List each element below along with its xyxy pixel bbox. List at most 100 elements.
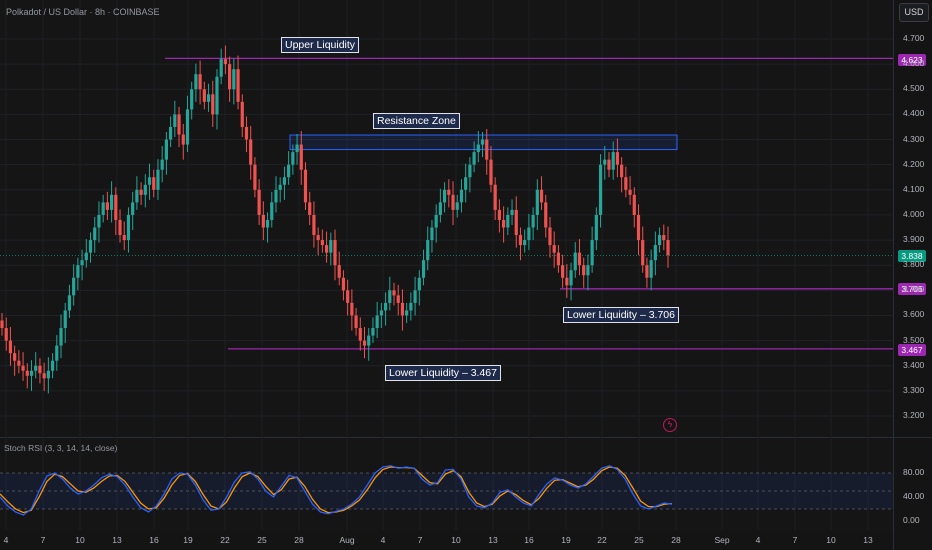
candle-body xyxy=(131,202,135,215)
candle-body xyxy=(371,328,375,336)
candle-body xyxy=(169,126,173,140)
date-tick: 16 xyxy=(149,535,159,545)
candle-body xyxy=(413,290,417,303)
candle-body xyxy=(34,365,38,371)
candle-body xyxy=(63,310,67,329)
candle-body xyxy=(502,219,506,228)
date-tick: 10 xyxy=(75,535,85,545)
lower-liquidity-1-label: Lower Liquidity – 3.706 xyxy=(563,307,679,323)
price-pane xyxy=(0,0,893,437)
date-tick: 19 xyxy=(561,535,571,545)
candle-body xyxy=(211,94,215,115)
date-tick: 4 xyxy=(3,535,9,545)
candle-body xyxy=(400,302,405,316)
rsi-tick: 40.00 xyxy=(903,491,925,501)
candle-body xyxy=(565,277,569,286)
candle-body xyxy=(67,295,72,311)
candle-body xyxy=(577,252,582,266)
candle-body xyxy=(438,202,442,215)
candle-body xyxy=(72,277,76,296)
candle-body xyxy=(84,252,88,261)
candle-body xyxy=(388,290,392,303)
date-tick: 7 xyxy=(792,535,798,545)
flash-icon[interactable]: ϟ xyxy=(663,418,677,432)
candle-body xyxy=(518,235,523,246)
candle-body xyxy=(341,277,346,291)
resistance-zone-label: Resistance Zone xyxy=(373,113,460,129)
candle-body xyxy=(118,219,122,236)
candle-body xyxy=(493,184,497,210)
candle-body xyxy=(485,139,489,160)
candle-body xyxy=(194,74,198,90)
candle-body xyxy=(173,114,177,127)
candle-body xyxy=(190,89,194,110)
date-tick: 7 xyxy=(417,535,423,545)
candle-body xyxy=(405,310,409,316)
candle-body xyxy=(122,235,126,241)
date-tick: 10 xyxy=(826,535,836,545)
candle-body xyxy=(261,214,265,228)
candle-body xyxy=(320,240,324,246)
candle-body xyxy=(383,302,388,311)
candle-body xyxy=(527,227,531,241)
candle-body xyxy=(282,177,287,185)
date-tick: 4 xyxy=(755,535,761,545)
candle-body xyxy=(598,164,603,215)
candle-body xyxy=(240,101,244,127)
date-tick: 25 xyxy=(257,535,267,545)
date-tick: 13 xyxy=(863,535,873,545)
candle-body xyxy=(615,152,620,165)
date-tick: 10 xyxy=(451,535,461,545)
candle-body xyxy=(303,169,308,203)
candle-body xyxy=(333,240,337,266)
price-tick: 4.400 xyxy=(903,108,925,119)
currency-button[interactable]: USD xyxy=(899,3,929,22)
candle-body xyxy=(177,114,181,135)
candle-body xyxy=(426,240,430,261)
date-tick: 28 xyxy=(671,535,681,545)
candle-body xyxy=(42,373,46,379)
candle-body xyxy=(236,69,240,102)
candle-body xyxy=(185,109,190,145)
rsi-tick: 80.00 xyxy=(903,467,925,477)
price-tick: 3.500 xyxy=(903,334,925,345)
candle-body xyxy=(244,126,249,140)
candle-body xyxy=(375,315,379,329)
candle-body xyxy=(4,328,8,341)
candle-body xyxy=(278,184,282,190)
date-tick: 4 xyxy=(380,535,386,545)
candle-body xyxy=(594,214,598,241)
price-tick: 3.800 xyxy=(903,259,925,270)
candle-body xyxy=(105,202,109,210)
candle-body xyxy=(88,240,93,253)
candle-body xyxy=(582,265,586,276)
candle-body xyxy=(295,144,299,153)
candle-body xyxy=(265,219,270,228)
candle-body xyxy=(632,194,636,215)
price-badge-current: 3.838 xyxy=(898,250,926,262)
candle-body xyxy=(586,265,590,276)
candle-body xyxy=(76,265,80,278)
date-tick: 25 xyxy=(634,535,644,545)
candle-body xyxy=(160,159,164,170)
candle-body xyxy=(620,164,624,178)
candle-body xyxy=(206,94,211,102)
price-badge-upper: 4.623 xyxy=(898,54,926,66)
candle-body xyxy=(50,360,55,371)
candle-body xyxy=(135,189,139,203)
candle-body xyxy=(354,315,358,329)
candle-body xyxy=(362,340,367,346)
candle-body xyxy=(535,189,539,215)
candle-body xyxy=(417,277,421,291)
date-tick: Sep xyxy=(714,535,730,545)
candle-body xyxy=(287,164,291,178)
candle-body xyxy=(308,202,312,215)
candle-body xyxy=(324,245,329,253)
candle-body xyxy=(510,209,514,215)
candle-body xyxy=(421,260,426,278)
candle-body xyxy=(653,245,657,261)
candle-body xyxy=(662,235,666,241)
candle-body xyxy=(544,202,548,228)
candle-body xyxy=(573,252,577,271)
